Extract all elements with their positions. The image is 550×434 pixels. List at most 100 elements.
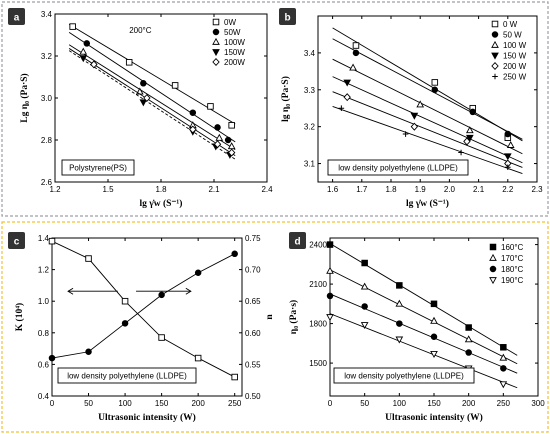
fit-line: [332, 76, 523, 164]
x-axis-label: lg γ̇w (S⁻¹): [140, 198, 183, 209]
legend-marker: [491, 31, 499, 38]
data-point: [395, 299, 404, 307]
legend-entry: 200W: [224, 58, 245, 67]
y-tick-label: 3.4: [304, 49, 316, 58]
data-point: [83, 40, 91, 47]
y-tick-label: 1800: [309, 320, 327, 329]
material-label-box: [333, 367, 475, 384]
data-point: [207, 103, 214, 110]
y2-tick-label: 0.60: [245, 329, 261, 338]
data-point: [402, 131, 409, 137]
data-point: [499, 353, 508, 361]
panel-letter: b: [284, 13, 290, 24]
data-point: [189, 125, 197, 134]
y-axis-label: K (10⁴): [14, 303, 25, 331]
data-point: [361, 259, 368, 267]
y2-tick-label: 0.65: [245, 297, 261, 306]
data-point: [214, 124, 221, 131]
y-tick-label: 1500: [309, 359, 327, 368]
data-point: [140, 80, 147, 87]
fit-line: [68, 50, 236, 160]
data-point: [90, 60, 98, 69]
data-point: [469, 108, 477, 116]
data-point: [465, 126, 474, 134]
y-axis-label: η₀ (Pa·s): [288, 300, 299, 334]
fit-line: [329, 293, 518, 374]
x-tick-label: 2.1: [473, 185, 485, 194]
data-point: [338, 105, 345, 112]
x-tick-label: 50: [84, 399, 93, 408]
y2-tick-label: 0.55: [245, 360, 261, 369]
data-point: [463, 137, 471, 146]
data-point: [326, 266, 334, 274]
legend-marker: [212, 18, 220, 26]
data-point: [326, 314, 334, 322]
temperature-annotation: 200°C: [129, 26, 152, 35]
x-tick-label: 1.8: [155, 185, 167, 194]
y-tick-label: 2.6: [41, 178, 53, 187]
legend-marker: [489, 253, 497, 261]
data-point: [194, 354, 202, 362]
data-point: [431, 86, 439, 94]
fit-line: [332, 27, 523, 142]
x-tick-label: 1.6: [327, 185, 339, 194]
legend-entry: 0W: [224, 18, 236, 27]
data-point: [505, 164, 511, 171]
legend-entry: 160°C: [501, 243, 524, 252]
series-3: [332, 76, 523, 164]
arrow-right-head: [185, 287, 192, 295]
data-point: [194, 269, 202, 277]
data-point: [69, 23, 76, 30]
data-point: [85, 255, 92, 262]
x-tick-label: 100: [393, 399, 407, 408]
data-point: [465, 134, 474, 142]
fit-line: [329, 313, 518, 389]
x-tick-label: 150: [155, 399, 169, 408]
material-label-box: [327, 159, 469, 176]
fit-line: [332, 91, 523, 168]
x-axis-label: Ultrasonic intensity (W): [385, 412, 483, 423]
legend-entry: 250 W: [503, 73, 527, 82]
data-point: [352, 42, 360, 49]
data-point: [458, 149, 464, 156]
y-tick-label: 2.8: [41, 136, 53, 145]
data-point: [326, 241, 334, 248]
y2-tick-label: 0.70: [245, 266, 261, 275]
fit-line: [68, 32, 236, 143]
x-tick-label: 0: [50, 399, 55, 408]
data-point: [228, 122, 235, 129]
series-0: [326, 241, 518, 356]
x-tick-label: 1.5: [102, 185, 114, 194]
data-point: [430, 316, 438, 324]
data-point: [158, 334, 165, 341]
y2-axis-label: n: [265, 314, 275, 320]
data-point: [500, 365, 507, 372]
legend-marker: [492, 73, 498, 80]
legend-marker: [489, 265, 497, 273]
x-tick-label: 2.0: [444, 185, 456, 194]
x-tick-label: 200: [462, 399, 476, 408]
data-point: [349, 63, 357, 71]
data-point: [143, 93, 151, 103]
y2-tick-label: 0.50: [245, 392, 261, 401]
legend-marker: [212, 28, 220, 36]
chart-panel-c: 0 50 100 150 200 250 0.4 0.6 0.8 1.0 1.2 1.4 Ultraso…: [8, 232, 275, 423]
data-point: [410, 112, 419, 120]
series-3: [326, 313, 518, 389]
data-point: [343, 79, 352, 87]
legend-marker: [212, 57, 220, 67]
data-point: [231, 373, 238, 381]
y-tick-label: 0.6: [38, 360, 50, 369]
fit-line: [332, 105, 523, 174]
series-0: [68, 23, 236, 129]
legend-entry: 100 W: [503, 41, 527, 50]
legend-entry: 170°C: [501, 254, 524, 263]
x-tick-label: 1.9: [415, 185, 427, 194]
panel-label-bg: [8, 232, 25, 249]
x-tick-label: 0: [328, 399, 333, 408]
legend-entry: 150W: [224, 48, 245, 57]
legend-marker: [491, 61, 499, 71]
y-tick-label: 2400: [309, 241, 327, 250]
series-1: [48, 250, 238, 362]
